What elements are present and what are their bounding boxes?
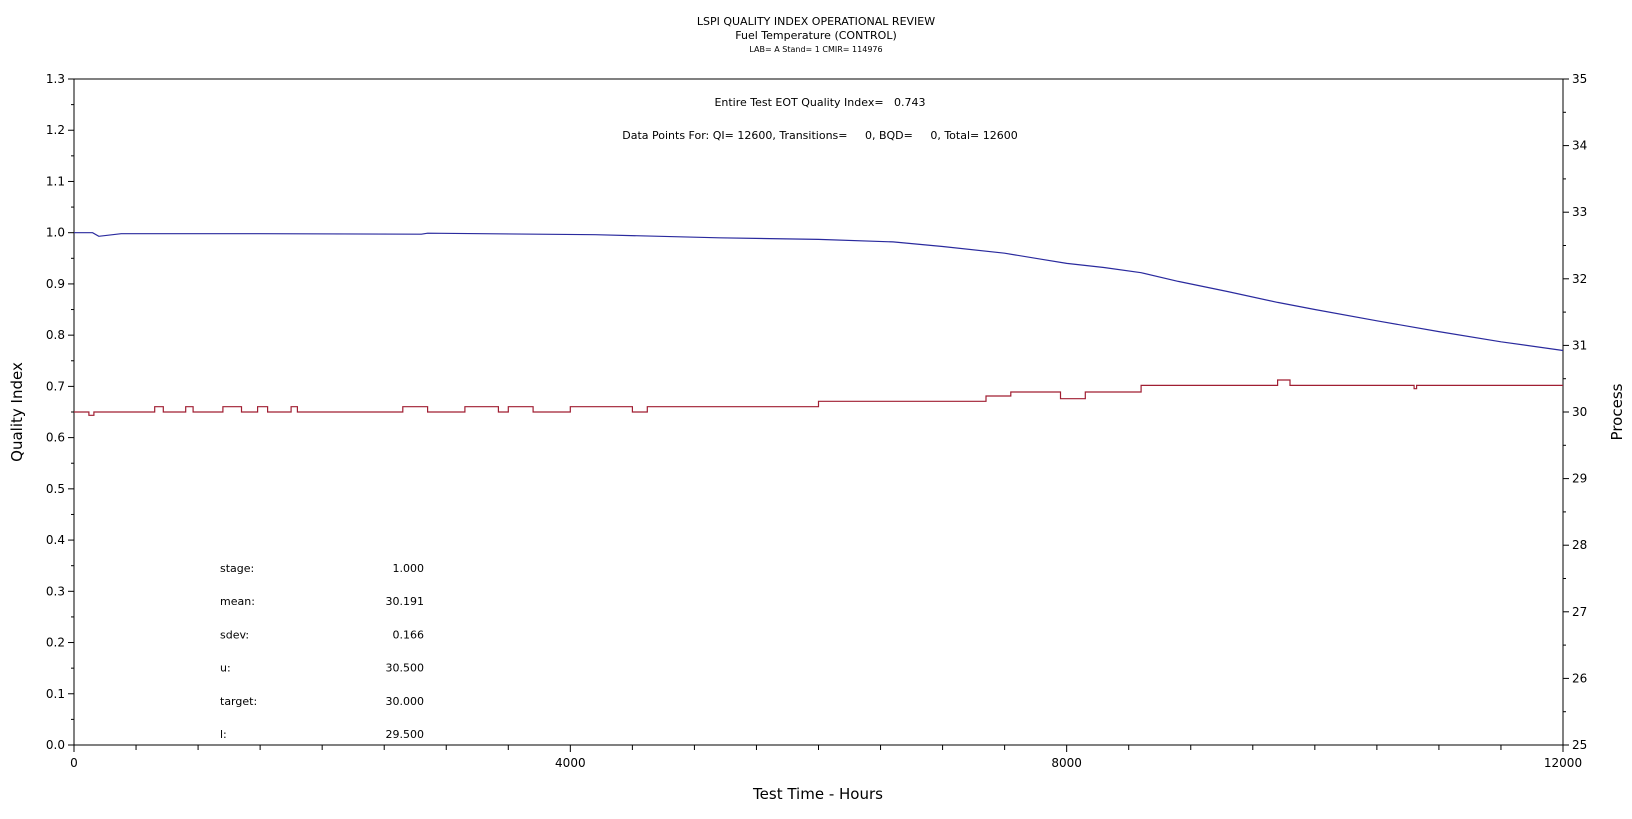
quality-index-annotation: Entire Test EOT Quality Index= 0.743 [714, 96, 925, 109]
stat-label: u: [220, 662, 231, 675]
x-tick-label: 12000 [1544, 756, 1582, 770]
y-tick-label-left: 0.2 [46, 636, 65, 650]
y-tick-label-left: 0.7 [46, 379, 65, 393]
x-tick-label: 8000 [1051, 756, 1082, 770]
y-tick-label-right: 35 [1572, 72, 1587, 86]
y-tick-label-left: 1.3 [46, 72, 65, 86]
y-tick-label-right: 33 [1572, 205, 1587, 219]
stat-label: target: [220, 695, 257, 708]
y-tick-label-right: 26 [1572, 671, 1587, 685]
stat-value: 30.500 [386, 662, 425, 675]
process-series-line [74, 379, 1563, 416]
x-tick-label: 0 [70, 756, 78, 770]
chart-subsubtitle: LAB= A Stand= 1 CMIR= 114976 [749, 45, 882, 54]
y-tick-label-right: 28 [1572, 538, 1587, 552]
y-tick-label-left: 1.1 [46, 174, 65, 188]
y-tick-label-right: 30 [1572, 405, 1587, 419]
y-tick-label-right: 27 [1572, 605, 1587, 619]
y-tick-label-right: 32 [1572, 272, 1587, 286]
y-tick-label-left: 1.0 [46, 226, 65, 240]
y-tick-label-left: 0.1 [46, 687, 65, 701]
stat-label: sdev: [220, 628, 249, 641]
x-axis: 0 4000 8000 12000 [70, 745, 1582, 770]
y-axis-label-left: Quality Index [8, 362, 26, 462]
stat-value: 30.000 [386, 695, 425, 708]
series-group [74, 232, 1564, 416]
stat-value: 0.166 [393, 628, 425, 641]
y-tick-label-right: 34 [1572, 139, 1587, 153]
quality-index-series-line [74, 232, 1564, 352]
x-axis-label: Test Time - Hours [752, 785, 883, 803]
y-tick-label-right: 31 [1572, 338, 1587, 352]
y-tick-label-right: 29 [1572, 472, 1587, 486]
y-tick-label-left: 0.3 [46, 584, 65, 598]
stat-value: 30.191 [386, 595, 425, 608]
y-tick-label-left: 0.0 [46, 738, 65, 752]
stats-table: stage: 1.000 mean: 30.191 sdev: 0.166 u: 30.500… [220, 562, 424, 741]
y-axis-left: 0.0 0.1 0.2 0.3 0.4 0.5 0.6 0.7 0.8 0.9 1.0 1.1 1.2 1… [46, 72, 74, 752]
y-tick-label-left: 0.9 [46, 277, 65, 291]
y-tick-label-left: 1.2 [46, 123, 65, 137]
data-points-annotation: Data Points For: QI= 12600, Transitions=… [622, 129, 1017, 142]
y-tick-label-left: 0.6 [46, 431, 65, 445]
y-tick-label-left: 0.5 [46, 482, 65, 496]
y-axis-right: 25 26 27 28 29 30 31 32 33 34 35 [1563, 72, 1587, 752]
y-axis-label-right: Process [1608, 383, 1626, 440]
y-tick-label-left: 0.4 [46, 533, 65, 547]
x-tick-label: 4000 [555, 756, 586, 770]
y-tick-label-right: 25 [1572, 738, 1587, 752]
chart-subtitle: Fuel Temperature (CONTROL) [735, 29, 897, 42]
stat-label: l: [220, 728, 227, 741]
stat-label: stage: [220, 562, 254, 575]
y-tick-label-left: 0.8 [46, 328, 65, 342]
stat-value: 1.000 [393, 562, 425, 575]
chart-title: LSPI QUALITY INDEX OPERATIONAL REVIEW [697, 15, 935, 28]
stat-value: 29.500 [386, 728, 425, 741]
stat-label: mean: [220, 595, 255, 608]
